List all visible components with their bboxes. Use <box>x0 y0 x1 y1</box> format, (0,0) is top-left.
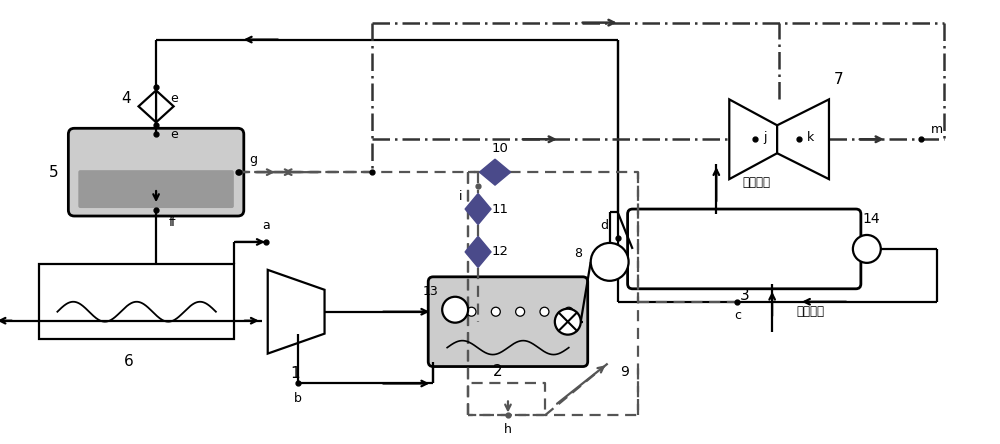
FancyBboxPatch shape <box>68 128 244 216</box>
Text: P: P <box>864 244 870 254</box>
FancyBboxPatch shape <box>628 209 861 289</box>
Circle shape <box>443 307 452 316</box>
Text: i: i <box>458 190 462 202</box>
Polygon shape <box>156 91 174 122</box>
Circle shape <box>555 309 581 335</box>
Text: 6: 6 <box>124 354 134 369</box>
Text: g: g <box>249 153 257 166</box>
Text: h: h <box>504 423 512 436</box>
Text: 冷却水出: 冷却水出 <box>742 176 770 189</box>
Polygon shape <box>465 236 491 252</box>
Polygon shape <box>777 99 829 179</box>
Text: e: e <box>170 92 178 105</box>
Circle shape <box>491 307 500 316</box>
Text: 1: 1 <box>290 366 299 381</box>
Text: 8: 8 <box>574 247 582 260</box>
Circle shape <box>853 235 881 263</box>
Text: f: f <box>171 215 175 229</box>
Text: a: a <box>262 219 270 233</box>
Polygon shape <box>465 194 491 209</box>
Text: e: e <box>170 128 178 141</box>
Text: 10: 10 <box>492 142 508 155</box>
Circle shape <box>442 297 468 323</box>
Text: d: d <box>601 219 609 233</box>
Polygon shape <box>139 91 156 122</box>
Text: f: f <box>169 215 173 229</box>
Polygon shape <box>465 252 491 267</box>
Polygon shape <box>268 270 325 353</box>
Text: m: m <box>931 123 943 136</box>
FancyBboxPatch shape <box>78 170 234 208</box>
Text: b: b <box>294 392 302 405</box>
Circle shape <box>516 307 525 316</box>
Text: j: j <box>763 131 767 144</box>
Circle shape <box>467 307 476 316</box>
Text: 2: 2 <box>493 364 503 379</box>
Text: 7: 7 <box>834 72 844 87</box>
Text: 12: 12 <box>492 246 509 258</box>
FancyBboxPatch shape <box>428 277 588 367</box>
Text: k: k <box>807 131 814 144</box>
Text: 11: 11 <box>492 202 509 215</box>
Circle shape <box>564 307 573 316</box>
Bar <box>39 264 234 339</box>
Text: 4: 4 <box>121 91 131 106</box>
Text: 9: 9 <box>620 365 629 379</box>
Polygon shape <box>729 99 777 179</box>
Polygon shape <box>465 209 491 225</box>
Circle shape <box>591 243 629 281</box>
Polygon shape <box>495 159 511 185</box>
Text: 3: 3 <box>739 288 749 303</box>
Text: 13: 13 <box>422 285 438 298</box>
Text: 14: 14 <box>862 212 880 226</box>
Circle shape <box>540 307 549 316</box>
Text: 冷却水进: 冷却水进 <box>796 305 824 318</box>
Polygon shape <box>479 159 495 185</box>
Text: P: P <box>452 305 458 315</box>
Text: 5: 5 <box>49 165 58 180</box>
Text: c: c <box>734 309 741 322</box>
